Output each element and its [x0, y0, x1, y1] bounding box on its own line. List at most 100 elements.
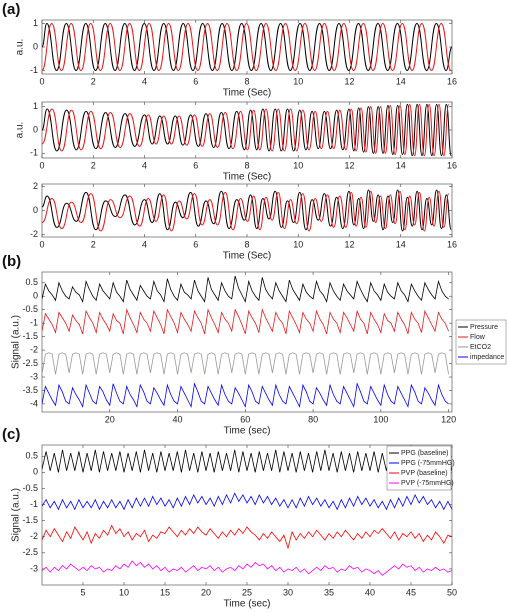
y-tick-label: 0: [33, 124, 38, 134]
x-tick-label: 0: [39, 239, 44, 249]
x-tick-label: 30: [283, 587, 293, 597]
x-tick-label: 12: [344, 160, 354, 170]
x-tick-label: 0: [39, 76, 44, 86]
y-axis-label: a.u.: [15, 39, 26, 56]
y-tick-label: -1: [30, 318, 38, 328]
x-axis-label: Time (sec): [224, 426, 271, 437]
series-line: [42, 492, 452, 511]
legend-label: Flow: [470, 334, 486, 341]
y-axis-label: Signal (a.u.): [11, 488, 22, 542]
y-tick-label: -2: [30, 531, 38, 541]
x-tick-label: 4: [142, 76, 147, 86]
y-tick-label: -0.5: [22, 483, 38, 493]
x-tick-label: 40: [173, 414, 183, 424]
x-tick-label: 14: [396, 239, 406, 249]
y-tick-label: 0.5: [25, 277, 38, 287]
series-line: [42, 190, 450, 232]
legend-label: EtCO2: [470, 344, 491, 351]
y-tick-label: 1: [33, 18, 38, 28]
x-tick-label: 80: [308, 414, 318, 424]
x-tick-label: 16: [447, 239, 457, 249]
y-tick-label: -2.5: [22, 358, 38, 368]
x-tick-label: 12: [344, 76, 354, 86]
x-tick-label: 10: [293, 76, 303, 86]
x-tick-label: 2: [91, 239, 96, 249]
y-tick-label: 1: [33, 101, 38, 111]
y-tick-label: -1: [30, 148, 38, 158]
x-tick-label: 8: [244, 76, 249, 86]
x-tick-label: 25: [242, 587, 252, 597]
x-tick-label: 10: [293, 160, 303, 170]
x-tick-label: 10: [293, 239, 303, 249]
series-line: [42, 382, 449, 408]
y-tick-label: 0: [33, 205, 38, 215]
x-tick-label: 8: [244, 160, 249, 170]
y-axis-label: a.u.: [15, 122, 26, 139]
x-tick-label: 120: [441, 414, 456, 424]
x-tick-label: 10: [119, 587, 129, 597]
series-line: [42, 449, 452, 473]
y-tick-label: -1: [30, 65, 38, 75]
series-line: [42, 23, 452, 71]
x-tick-label: 50: [447, 587, 457, 597]
x-tick-label: 6: [193, 239, 198, 249]
y-tick-label: 0.5: [25, 451, 38, 461]
y-tick-label: -3.5: [22, 385, 38, 395]
panel-label: (c): [2, 426, 20, 443]
series-line: [42, 23, 452, 71]
legend-label: PPG (baseline): [401, 450, 448, 457]
x-tick-label: 6: [193, 160, 198, 170]
y-tick-label: -1.5: [22, 515, 38, 525]
y-axis-label: Signal (a.u.): [11, 315, 22, 369]
panel-label: (a): [2, 1, 20, 18]
y-tick-label: 0: [33, 41, 38, 51]
x-tick-label: 14: [396, 160, 406, 170]
legend-label: impedance: [470, 354, 504, 361]
series-line: [42, 308, 449, 335]
series-line: [42, 103, 452, 157]
legend-label: PPG (-75mmHG): [401, 460, 455, 467]
y-tick-label: -3: [30, 563, 38, 573]
x-tick-label: 16: [447, 160, 457, 170]
x-tick-label: 20: [105, 414, 115, 424]
y-tick-label: -2.5: [22, 547, 38, 557]
series-line: [42, 560, 452, 576]
y-tick-label: -4: [30, 398, 38, 408]
x-axis-label: Time (Sec): [223, 172, 272, 183]
series-line: [42, 275, 449, 303]
x-tick-label: 8: [244, 239, 249, 249]
x-tick-label: 45: [406, 587, 416, 597]
x-axis-label: Time (sec): [224, 599, 271, 610]
y-tick-label: -1: [30, 499, 38, 509]
y-tick-label: 2: [33, 181, 38, 191]
x-tick-label: 5: [80, 587, 85, 597]
y-tick-label: 0: [33, 291, 38, 301]
x-tick-label: 2: [91, 160, 96, 170]
series-line: [42, 524, 452, 550]
y-tick-label: -1.5: [22, 331, 38, 341]
series-line: [42, 352, 450, 375]
legend-label: PVP (baseline): [401, 470, 448, 477]
y-tick-label: 0: [33, 467, 38, 477]
x-tick-label: 20: [201, 587, 211, 597]
x-tick-label: 100: [373, 414, 388, 424]
x-tick-label: 15: [160, 587, 170, 597]
y-tick-label: -2: [30, 344, 38, 354]
x-tick-label: 14: [396, 76, 406, 86]
x-tick-label: 4: [142, 239, 147, 249]
panel-label: (b): [2, 253, 21, 270]
y-tick-label: -3: [30, 371, 38, 381]
x-tick-label: 40: [365, 587, 375, 597]
x-axis-label: Time (Sec): [223, 251, 272, 262]
x-tick-label: 35: [324, 587, 334, 597]
series-line: [42, 189, 452, 232]
x-tick-label: 2: [91, 76, 96, 86]
x-axis-label: Time (Sec): [223, 88, 272, 99]
y-tick-label: -2: [30, 229, 38, 239]
x-tick-label: 60: [240, 414, 250, 424]
x-tick-label: 6: [193, 76, 198, 86]
series-line: [42, 103, 450, 157]
x-tick-label: 0: [39, 160, 44, 170]
y-tick-label: -0.5: [22, 304, 38, 314]
